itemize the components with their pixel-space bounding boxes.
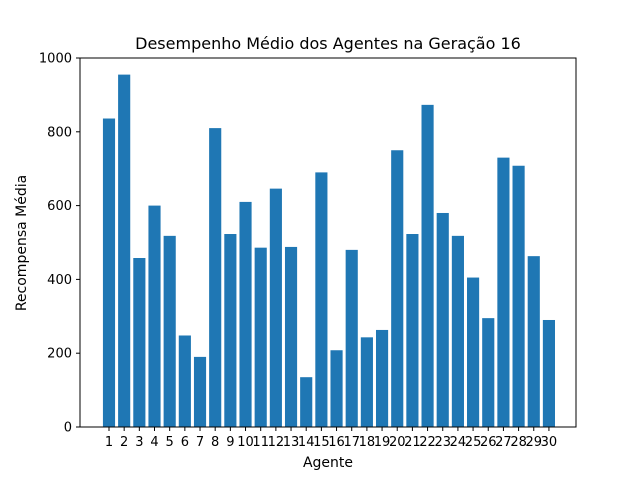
x-tick-label: 3 [135,435,143,450]
bar-agent-24 [451,235,464,427]
x-tick-label: 4 [150,435,158,450]
x-tick-label: 27 [495,435,512,450]
y-tick-label: 200 [47,347,72,362]
x-tick-label: 24 [450,435,467,450]
bar-agent-22 [421,104,434,428]
x-tick-label: 9 [226,435,234,450]
bar-agent-10 [239,201,252,427]
bars-layer [102,74,555,428]
bar-agent-5 [163,235,176,427]
x-tick-label: 18 [359,435,376,450]
bar-agent-17 [345,249,358,427]
bar-agent-8 [209,128,222,428]
bar-agent-7 [193,356,207,427]
x-tick-label: 10 [237,435,254,450]
bar-agent-4 [148,205,161,427]
x-tick-label: 14 [298,435,315,450]
x-axis-label: Agente [303,455,353,471]
bar-agent-30 [542,319,555,427]
y-tick-label: 400 [47,273,72,288]
bar-agent-14 [300,377,313,427]
bar-agent-1 [102,118,116,428]
bar-agent-6 [178,335,191,427]
bar-agent-18 [360,337,373,427]
x-tick-label: 17 [343,435,360,450]
bar-agent-15 [315,172,328,427]
x-tick-label: 6 [181,435,189,450]
x-tick-label: 20 [389,435,406,450]
x-tick-label: 1 [105,435,113,450]
x-tick-label: 25 [465,435,482,450]
x-tick-label: 5 [166,435,174,450]
bar-agent-21 [406,234,419,427]
bar-agent-2 [118,74,131,428]
bar-agent-3 [133,258,146,427]
y-tick-label: 1000 [39,52,72,67]
x-tick-label: 19 [374,435,391,450]
bar-agent-11 [254,247,267,427]
bar-agent-27 [497,157,510,427]
y-axis-label: Recompensa Média [14,175,30,311]
x-tick-label: 29 [525,435,542,450]
x-tick-label: 22 [419,435,436,450]
bar-agent-9 [224,234,237,427]
x-tick-label: 23 [434,435,451,450]
x-tick-label: 30 [541,435,558,450]
x-tick-label: 11 [252,435,269,450]
y-tick-label: 600 [47,199,72,214]
x-tick-label: 15 [313,435,330,450]
bar-agent-20 [391,150,404,427]
x-tick-label: 7 [196,435,204,450]
bar-agent-29 [527,256,540,427]
chart-title: Desempenho Médio dos Agentes na Geração … [135,34,521,53]
x-tick-label: 28 [510,435,527,450]
y-tick-label: 0 [64,421,72,436]
x-tick-label: 26 [480,435,497,450]
bar-agent-13 [284,246,298,427]
bar-agent-16 [330,350,343,427]
x-tick-label: 8 [211,435,219,450]
x-tick-label: 12 [268,435,285,450]
x-tick-label: 13 [283,435,300,450]
x-tick-label: 2 [120,435,128,450]
bar-agent-25 [467,277,480,427]
x-tick-label: 16 [328,435,345,450]
bar-agent-19 [375,329,389,427]
bar-agent-28 [512,165,525,427]
bar-agent-23 [436,212,449,427]
bar-agent-26 [482,318,495,427]
plot-frame [79,57,577,428]
bar-agent-12 [269,188,282,427]
y-tick-label: 800 [47,125,72,140]
x-tick-label: 21 [404,435,421,450]
